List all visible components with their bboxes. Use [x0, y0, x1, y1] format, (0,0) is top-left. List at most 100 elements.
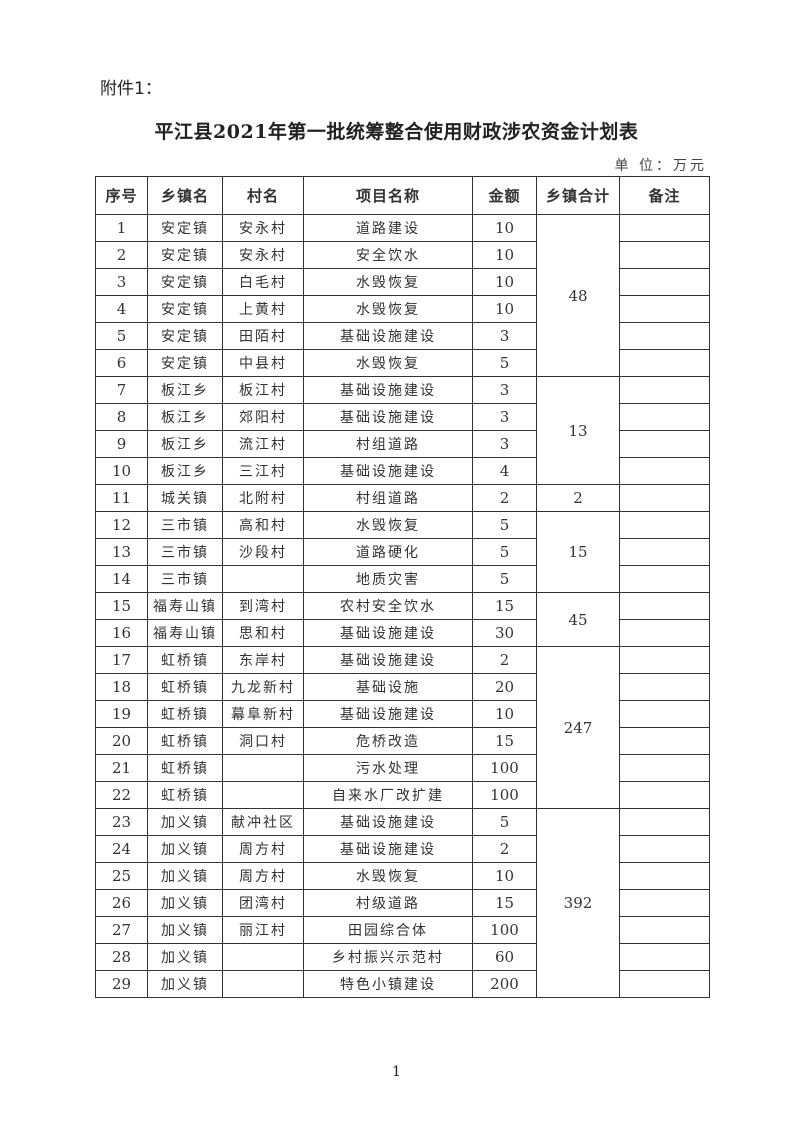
town-name: 板江乡: [147, 457, 223, 485]
amount: 60: [472, 943, 537, 971]
project-name: 水毁恢复: [303, 268, 473, 296]
project-name: 基础设施建设: [303, 376, 473, 404]
table-row: 26 加义镇 团湾村 村级道路 15: [95, 889, 710, 917]
row-number: 3: [95, 268, 148, 296]
town-name: 板江乡: [147, 403, 223, 431]
remarks-cell: [619, 700, 710, 728]
row-number: 1: [95, 214, 148, 242]
row-number: 16: [95, 619, 148, 647]
row-number: 20: [95, 727, 148, 755]
amount: 10: [472, 295, 537, 323]
town-name: 虹桥镇: [147, 754, 223, 782]
town-name: 板江乡: [147, 430, 223, 458]
remarks-cell: [619, 835, 710, 863]
village-name: 板江村: [222, 376, 304, 404]
remarks-cell: [619, 295, 710, 323]
remarks-cell: [619, 457, 710, 485]
amount: 5: [472, 808, 537, 836]
town-total: 48: [536, 214, 620, 377]
town-name: 安定镇: [147, 241, 223, 269]
village-name: 流江村: [222, 430, 304, 458]
town-total: 392: [536, 808, 620, 998]
row-number: 11: [95, 484, 148, 512]
row-number: 22: [95, 781, 148, 809]
village-name: 高和村: [222, 511, 304, 539]
page-number: 1: [392, 1064, 401, 1080]
village-name: 安永村: [222, 241, 304, 269]
amount: 200: [472, 970, 537, 998]
amount: 3: [472, 430, 537, 458]
amount: 5: [472, 349, 537, 377]
project-name: 水毁恢复: [303, 862, 473, 890]
town-name: 三市镇: [147, 565, 223, 593]
amount: 100: [472, 781, 537, 809]
town-name: 福寿山镇: [147, 592, 223, 620]
row-number: 12: [95, 511, 148, 539]
project-name: 特色小镇建设: [303, 970, 473, 998]
row-number: 18: [95, 673, 148, 701]
remarks-cell: [619, 592, 710, 620]
town-name: 安定镇: [147, 349, 223, 377]
village-name: 九龙新村: [222, 673, 304, 701]
table-row: 5 安定镇 田陌村 基础设施建设 3: [95, 322, 710, 350]
table-row: 29 加义镇 特色小镇建设 200: [95, 970, 710, 998]
village-name: 丽江村: [222, 916, 304, 944]
village-name: 东岸村: [222, 646, 304, 674]
project-name: 基础设施建设: [303, 835, 473, 863]
table-row: 10 板江乡 三江村 基础设施建设 4: [95, 457, 710, 485]
town-name: 安定镇: [147, 268, 223, 296]
attachment-label: 附件1：: [100, 79, 162, 99]
table-row: 7 板江乡 板江村 基础设施建设 3 13: [95, 376, 710, 485]
remarks-cell: [619, 943, 710, 971]
remarks-cell: [619, 646, 710, 674]
row-number: 23: [95, 808, 148, 836]
table-row: 24 加义镇 周方村 基础设施建设 2: [95, 835, 710, 863]
town-name: 加义镇: [147, 970, 223, 998]
project-name: 田园综合体: [303, 916, 473, 944]
row-number: 14: [95, 565, 148, 593]
table-row: 8 板江乡 郊阳村 基础设施建设 3: [95, 403, 710, 431]
town-name: 虹桥镇: [147, 673, 223, 701]
village-name: 白毛村: [222, 268, 304, 296]
header-amount: 金额: [472, 176, 537, 215]
table-row: 12 三市镇 高和村 水毁恢复 5 15: [95, 511, 710, 593]
remarks-cell: [619, 673, 710, 701]
town-name: 加义镇: [147, 889, 223, 917]
remarks-cell: [619, 727, 710, 755]
project-name: 村组道路: [303, 430, 473, 458]
amount: 20: [472, 673, 537, 701]
remarks-cell: [619, 889, 710, 917]
project-name: 道路硬化: [303, 538, 473, 566]
table-row: 18 虹桥镇 九龙新村 基础设施 20: [95, 673, 710, 701]
remarks-cell: [619, 754, 710, 782]
town-name: 加义镇: [147, 835, 223, 863]
table-row: 1 安定镇 安永村 道路建设 10 48: [95, 214, 710, 377]
row-number: 13: [95, 538, 148, 566]
town-total: 247: [536, 646, 620, 809]
project-name: 自来水厂改扩建: [303, 781, 473, 809]
table-row: 22 虹桥镇 自来水厂改扩建 100: [95, 781, 710, 809]
row-number: 6: [95, 349, 148, 377]
amount: 2: [472, 484, 537, 512]
amount: 10: [472, 700, 537, 728]
table-row: 15 福寿山镇 到湾村 农村安全饮水 15 45: [95, 592, 710, 647]
town-name: 安定镇: [147, 214, 223, 242]
town-name: 虹桥镇: [147, 700, 223, 728]
remarks-cell: [619, 781, 710, 809]
project-name: 基础设施建设: [303, 808, 473, 836]
table-row: 23 加义镇 献冲社区 基础设施建设 5 392: [95, 808, 710, 998]
village-name: 到湾村: [222, 592, 304, 620]
town-total: 45: [536, 592, 620, 647]
village-name: 中县村: [222, 349, 304, 377]
project-name: 水毁恢复: [303, 511, 473, 539]
amount: 100: [472, 916, 537, 944]
remarks-cell: [619, 916, 710, 944]
village-name: 田陌村: [222, 322, 304, 350]
project-name: 地质灾害: [303, 565, 473, 593]
project-name: 村组道路: [303, 484, 473, 512]
row-number: 8: [95, 403, 148, 431]
village-name: [222, 754, 304, 782]
amount: 2: [472, 646, 537, 674]
row-number: 25: [95, 862, 148, 890]
amount: 10: [472, 268, 537, 296]
